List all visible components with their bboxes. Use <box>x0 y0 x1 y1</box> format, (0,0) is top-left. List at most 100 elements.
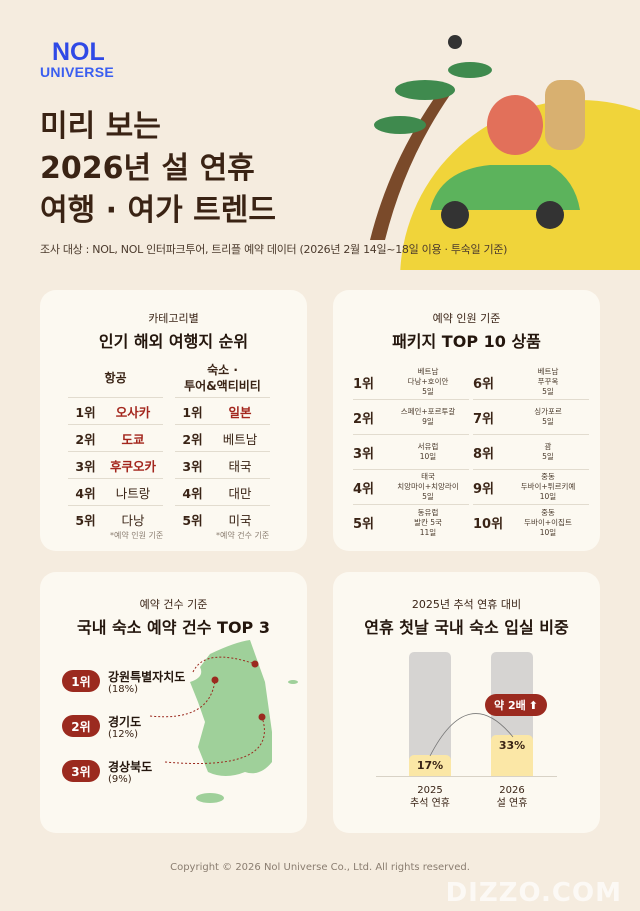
green-car <box>430 165 580 210</box>
rank-label: 5위 <box>75 513 96 528</box>
package-name: 스페인+포르투갈 9일 <box>400 407 456 426</box>
rank-label: 5위 <box>353 517 375 532</box>
package-row: 8위 괌 5일 <box>473 435 589 470</box>
peninsula-shape <box>190 640 272 776</box>
card-kicker: 2025년 추석 연휴 대비 <box>411 598 522 611</box>
ranking-row: 4위 대만 <box>175 479 270 506</box>
package-row: 2위 스페인+포르투갈 9일 <box>353 400 469 435</box>
rank-label: 2위 <box>353 411 375 427</box>
ranking-row: 2위 도쿄 <box>68 425 163 452</box>
package-name: 태국 치앙마이+치앙라이 5일 <box>397 472 459 501</box>
package-name: 괌 5일 <box>542 442 554 461</box>
package-name: 베트남 푸꾸옥 5일 <box>537 367 559 396</box>
region-name: 경상북도 <box>108 760 153 774</box>
ranking-row: 5위 미국 <box>175 506 270 533</box>
rank-label: 3위 <box>182 458 203 474</box>
package-name: 서유럽 10일 <box>417 442 439 461</box>
region-dot <box>251 660 259 668</box>
rank-label: 4위 <box>182 485 203 501</box>
title-line: 2026년 설 연휴 <box>40 151 255 186</box>
hero-illustration <box>370 35 640 270</box>
title-line: 미리 보는 <box>40 109 161 144</box>
column-header: 항공 <box>68 358 163 398</box>
rank-label: 8위 <box>473 446 495 462</box>
annotation-badge: 약 2배 ⬆ <box>485 694 547 716</box>
arc-connector <box>429 713 514 757</box>
pine-leaves <box>374 116 426 134</box>
rank-label: 1위 <box>75 404 96 420</box>
checkin-ratio-card: 2025년 추석 연휴 대비 연휴 첫날 국내 숙소 입실 비중 17% 2025… <box>333 572 600 833</box>
package-row: 9위 중동 두바이+튀르키예 10일 <box>473 470 589 505</box>
rank-badge: 1위 <box>62 670 100 692</box>
card-kicker: 예약 건수 기준 <box>139 598 208 611</box>
destination-name: 베트남 <box>222 431 258 447</box>
leader-line <box>164 716 265 765</box>
card-title: 패키지 TOP 10 상품 <box>392 332 541 351</box>
korea-map <box>149 640 298 803</box>
package-column-right: 6위 베트남 푸꾸옥 5일 7위 싱가포르 5일 8위 괌 5일 9위 중동 두바이+튀르키예… <box>473 365 589 540</box>
destination-name: 오사카 <box>115 404 151 420</box>
leader-line <box>192 656 256 673</box>
rank-label: 3위 <box>353 446 375 462</box>
ranking-row: 4위 나트랑 <box>68 479 163 506</box>
destination-name: 나트랑 <box>115 485 151 501</box>
bar-0: 17% <box>409 754 451 776</box>
region-dot <box>258 713 266 721</box>
x-tick-label: 2026 설 연휴 <box>496 785 528 809</box>
copyright: Copyright © 2026 Nol Universe Co., Ltd. … <box>170 862 470 873</box>
card-kicker: 카테고리별 <box>148 312 199 325</box>
ranking-row: 1위 일본 <box>175 398 270 425</box>
package-name: 싱가포르 5일 <box>534 407 562 426</box>
package-name: 베트남 다낭+호이안 5일 <box>407 367 449 396</box>
destination-name: 대만 <box>228 485 252 501</box>
package-column-left: 1위 베트남 다낭+호이안 5일 2위 스페인+포르투갈 9일 3위 서유럽 10일 4위 태… <box>353 365 469 540</box>
card-title: 인기 해외 여행지 순위 <box>98 332 249 351</box>
ranking-row: 3위 후쿠오카 <box>68 452 163 479</box>
package-name: 동유럽 발칸 5국 11일 <box>414 507 442 537</box>
rank-label: 5위 <box>182 513 203 528</box>
card-title: 연휴 첫날 국내 숙소 입실 비중 <box>364 618 569 637</box>
pine-leaves <box>448 62 492 78</box>
ranking-row: 5위 다낭 <box>68 506 163 533</box>
package-row: 10위 중동 두바이+이집트 10일 <box>473 505 589 540</box>
rank-label: 3위 <box>75 458 96 474</box>
survey-subtitle: 조사 대상 : NOL, NOL 인터파크투어, 트리플 예약 데이터 (202… <box>40 243 508 256</box>
ranking-row: 3위 태국 <box>175 452 270 479</box>
stay-column: 숙소 · 투어&액티비티 1위 일본 2위 베트남 3위 태국 4위 대만 5위 미국 <box>175 358 270 533</box>
destination-name: 미국 <box>228 513 252 528</box>
bar-value-label: 33% <box>498 739 526 753</box>
logo-nol: NOL <box>52 38 105 66</box>
region-share: (9%) <box>108 774 132 785</box>
rank-label: 2위 <box>182 431 203 447</box>
package-row: 4위 태국 치앙마이+치앙라이 5일 <box>353 470 469 505</box>
bird <box>448 35 462 49</box>
package-name: 중동 두바이+이집트 10일 <box>524 507 572 537</box>
destination-name: 태국 <box>228 458 252 474</box>
arrow-up-icon: ⬆ <box>528 698 538 712</box>
package-row: 6위 베트남 푸꾸옥 5일 <box>473 365 589 400</box>
rank-label: 1위 <box>182 404 203 420</box>
rank-label: 7위 <box>473 411 495 427</box>
region-name: 경기도 <box>108 715 142 729</box>
ranking-row: 2위 베트남 <box>175 425 270 452</box>
title-line: 여행 · 여가 트렌드 <box>40 193 276 228</box>
tree-trunk <box>370 90 450 240</box>
package-row: 7위 싱가포르 5일 <box>473 400 589 435</box>
card-kicker: 예약 인원 기준 <box>432 312 501 325</box>
ulleung-island <box>288 680 298 684</box>
package-top10-card: 예약 인원 기준 패키지 TOP 10 상품 1위 베트남 다낭+호이안 5일 2위… <box>333 290 600 551</box>
baseline <box>376 776 557 777</box>
package-row: 3위 서유럽 10일 <box>353 435 469 470</box>
lucky-bag <box>545 80 585 150</box>
ranking-row: 1위 오사카 <box>68 398 163 425</box>
rank-label: 2위 <box>75 431 96 447</box>
region-share: (12%) <box>108 729 139 740</box>
page-title: 미리 보는 2026년 설 연휴 여행 · 여가 트렌드 <box>40 106 276 232</box>
leader-line <box>149 679 216 718</box>
package-name: 중동 두바이+튀르키예 10일 <box>520 472 576 501</box>
card-title: 국내 숙소 예약 건수 TOP 3 <box>77 618 270 637</box>
region-share: (18%) <box>108 684 139 695</box>
rank-badge: 3위 <box>62 760 100 782</box>
bar-value-label: 17% <box>416 758 444 772</box>
region-name: 강원특별자치도 <box>108 670 186 684</box>
